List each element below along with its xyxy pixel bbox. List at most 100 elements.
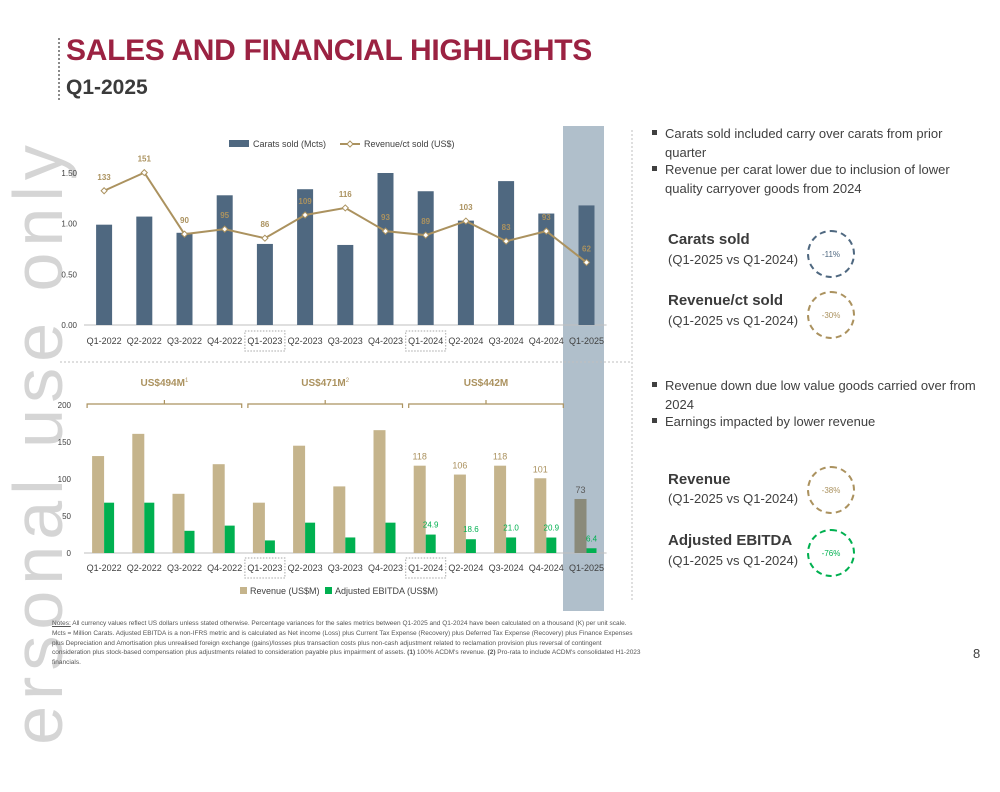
ebitda-label-Q4-2024: 20.9 bbox=[544, 524, 560, 533]
chart2-ytick: 200 bbox=[58, 401, 72, 410]
metric-revenue-period: (Q1-2025 vs Q1-2024) bbox=[668, 491, 799, 506]
chart2-xtick: Q2-2023 bbox=[288, 563, 323, 573]
chart2-ytick: 150 bbox=[58, 438, 72, 447]
chart2-xtick: Q3-2023 bbox=[328, 563, 363, 573]
ebitda-bar-Q4-2024 bbox=[546, 537, 557, 553]
ebitda-bar-Q1-2022 bbox=[104, 502, 115, 553]
revenue-label-Q4-2024: 101 bbox=[533, 464, 548, 474]
bullet-3: Revenue down due low value goods carried… bbox=[652, 376, 987, 414]
revenue-per-ct-label-Q1-2023: 86 bbox=[260, 220, 269, 229]
revenue-per-ct-label-Q2-2024: 103 bbox=[459, 203, 473, 212]
ebitda-label-Q3-2024: 21.0 bbox=[503, 523, 519, 532]
footnotes: Notes: All currency values reflect US do… bbox=[52, 620, 641, 667]
carats-legend-swatch bbox=[229, 140, 249, 147]
chart1-ytick: 1.50 bbox=[61, 169, 77, 178]
chart1-xtick: Q4-2023 bbox=[368, 336, 403, 346]
carats-bar-Q4-2024 bbox=[538, 213, 555, 325]
carats-bar-Q2-2024 bbox=[457, 220, 474, 325]
chart1-xtick: Q1-2024 bbox=[408, 336, 443, 346]
metric-ebitda-title: Adjusted EBITDA bbox=[668, 532, 793, 549]
revenue-bar-Q1-2023 bbox=[252, 502, 265, 553]
ebitda-bar-Q2-2023 bbox=[305, 522, 316, 553]
carats-bar-Q3-2024 bbox=[498, 181, 515, 325]
chart1-xtick: Q4-2022 bbox=[207, 336, 242, 346]
revenue-per-ct-label-Q1-2022: 133 bbox=[97, 173, 111, 182]
bullet-1: Carats sold included carry over carats f… bbox=[652, 124, 987, 162]
page-number: 8 bbox=[973, 646, 981, 661]
revenue-per-ct-legend-label: Revenue/ct sold (US$) bbox=[364, 139, 455, 149]
metric-revpct-period: (Q1-2025 vs Q1-2024) bbox=[668, 313, 799, 328]
chart1-xtick: Q4-2024 bbox=[529, 336, 564, 346]
metric-carats-title: Carats sold bbox=[668, 231, 750, 248]
revenue-per-ct-point-Q3-2022 bbox=[180, 230, 189, 238]
revenue-per-ct-label-Q4-2022: 95 bbox=[220, 211, 229, 220]
chart2-xtick: Q1-2025 bbox=[569, 563, 604, 573]
ebitda-bar-Q4-2023 bbox=[385, 522, 396, 553]
page-title: SALES AND FINANCIAL HIGHLIGHTS bbox=[66, 34, 593, 67]
metric-revenue-title: Revenue bbox=[668, 471, 731, 488]
period-bracket-1 bbox=[86, 400, 243, 408]
revenue-bar-Q1-2022 bbox=[92, 456, 105, 553]
chart1-xtick: Q3-2024 bbox=[489, 336, 524, 346]
metric-carats-change: -11% bbox=[807, 230, 855, 278]
ebitda-bar-Q2-2024 bbox=[465, 539, 476, 553]
revenue-per-ct-point-Q1-2022 bbox=[100, 187, 108, 195]
chart2-xtick: Q1-2022 bbox=[87, 563, 122, 573]
ebitda-legend-label: Adjusted EBITDA (US$M) bbox=[335, 586, 438, 596]
revenue-per-ct-point-Q2-2022 bbox=[140, 168, 149, 177]
carats-bar-Q2-2022 bbox=[136, 216, 153, 325]
period-total-1: US$494M1 bbox=[140, 378, 188, 389]
carats-bar-Q4-2023 bbox=[377, 173, 394, 325]
page-subtitle: Q1-2025 bbox=[66, 76, 148, 99]
ebitda-bar-Q2-2022 bbox=[144, 502, 155, 553]
title-rule bbox=[58, 38, 60, 100]
revenue-bar-Q2-2024 bbox=[453, 474, 466, 553]
revenue-bar-Q1-2025 bbox=[574, 498, 587, 553]
chart2-ytick: 100 bbox=[58, 475, 72, 484]
bullet-2: Revenue per carat lower due to inclusion… bbox=[652, 160, 987, 198]
revenue-per-ct-point-Q1-2024 bbox=[421, 231, 430, 239]
chart1-ytick: 1.00 bbox=[61, 220, 77, 229]
revenue-per-ct-point-Q1-2025 bbox=[582, 258, 591, 267]
revenue-per-ct-label-Q2-2022: 151 bbox=[138, 155, 152, 164]
period-total-2: US$471M2 bbox=[301, 378, 349, 389]
chart2-xtick: Q1-2024 bbox=[408, 563, 443, 573]
ebitda-bar-Q1-2023 bbox=[264, 540, 275, 553]
revenue-bar-Q4-2024 bbox=[534, 478, 547, 553]
chart1-xtick: Q2-2023 bbox=[288, 336, 323, 346]
carats-bar-Q1-2023 bbox=[256, 243, 273, 325]
revenue-per-ct-legend-marker bbox=[346, 140, 354, 148]
metric-ebitda-change: -76% bbox=[807, 529, 855, 577]
bullet-4: Earnings impacted by lower revenue bbox=[652, 412, 987, 431]
revenue-label-Q1-2024: 118 bbox=[413, 452, 427, 462]
ebitda-bar-Q1-2024 bbox=[425, 534, 436, 553]
revenue-bar-Q1-2024 bbox=[413, 465, 426, 553]
chart2-xtick: Q4-2022 bbox=[207, 563, 242, 573]
chart1-xtick: Q3-2022 bbox=[167, 336, 202, 346]
revenue-bar-Q2-2023 bbox=[293, 445, 306, 553]
revenue-per-ct-point-Q4-2023 bbox=[381, 227, 390, 235]
revenue-per-ct-label-Q2-2023: 109 bbox=[298, 197, 312, 206]
revenue-per-ct-point-Q3-2023 bbox=[341, 204, 350, 212]
carats-bar-Q2-2023 bbox=[297, 189, 314, 325]
revenue-per-ct-label-Q4-2023: 93 bbox=[381, 213, 390, 222]
carats-legend-label: Carats sold (Mcts) bbox=[253, 139, 326, 149]
chart2-xtick: Q1-2023 bbox=[247, 563, 282, 573]
ebitda-bar-Q4-2022 bbox=[224, 525, 235, 553]
revenue-bar-Q4-2022 bbox=[212, 464, 225, 553]
ebitda-label-Q1-2025: 6.4 bbox=[586, 534, 598, 543]
revenue-legend-label: Revenue (US$M) bbox=[250, 586, 320, 596]
revenue-per-ct-point-Q2-2024 bbox=[462, 217, 470, 225]
revenue-bar-Q4-2023 bbox=[373, 430, 386, 553]
revenue-label-Q2-2024: 106 bbox=[452, 461, 467, 471]
chart2-ytick: 0 bbox=[67, 549, 72, 558]
ebitda-legend-swatch bbox=[325, 587, 332, 594]
revenue-per-ct-label-Q1-2025: 62 bbox=[582, 244, 591, 253]
chart1-xtick: Q1-2023 bbox=[247, 336, 282, 346]
metric-revenue-change: -38% bbox=[807, 466, 855, 514]
revenue-legend-swatch bbox=[240, 587, 247, 594]
revenue-per-ct-label-Q3-2024: 83 bbox=[502, 223, 511, 232]
ebitda-bar-Q3-2024 bbox=[506, 537, 517, 553]
revenue-per-ct-label-Q3-2022: 90 bbox=[180, 216, 189, 225]
revenue-per-ct-label-Q3-2023: 116 bbox=[339, 190, 352, 199]
